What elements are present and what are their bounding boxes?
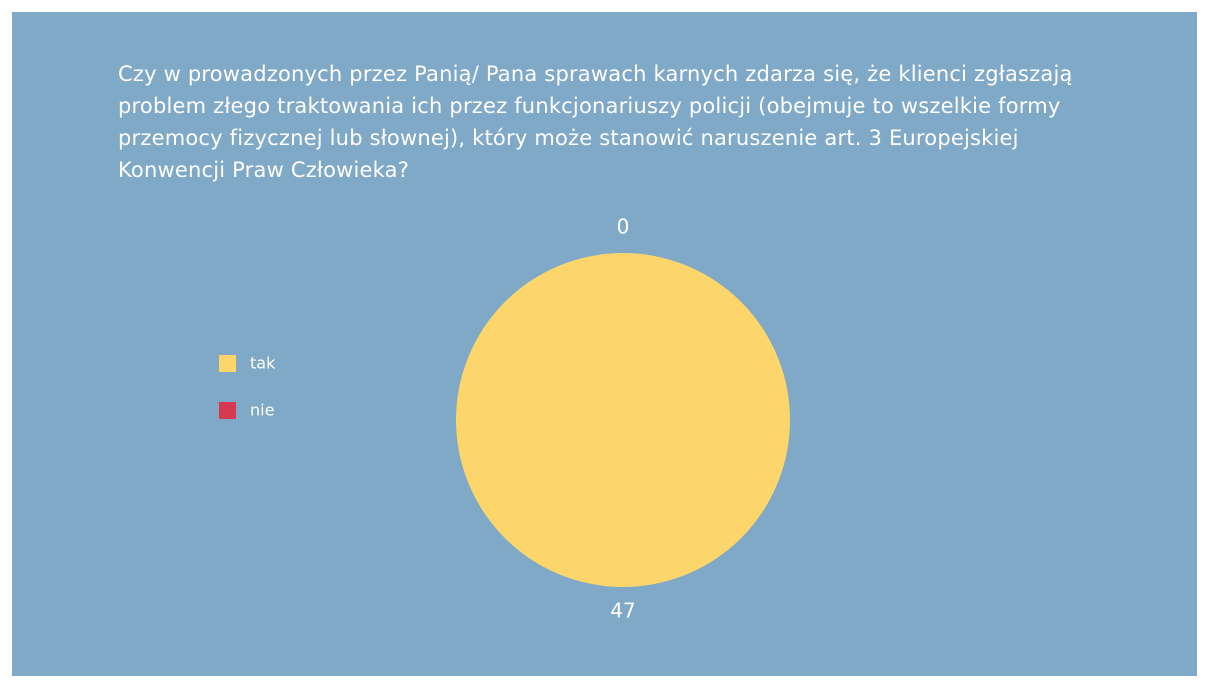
pie-slice bbox=[456, 253, 790, 587]
legend-label: tak bbox=[250, 354, 276, 373]
chart-title: Czy w prowadzonych przez Panią/ Pana spr… bbox=[118, 62, 1073, 182]
legend-swatch bbox=[219, 402, 236, 419]
data-label: 47 bbox=[610, 599, 635, 623]
legend-label: nie bbox=[250, 401, 274, 420]
legend-swatch bbox=[219, 355, 236, 372]
data-label: 0 bbox=[617, 215, 630, 239]
